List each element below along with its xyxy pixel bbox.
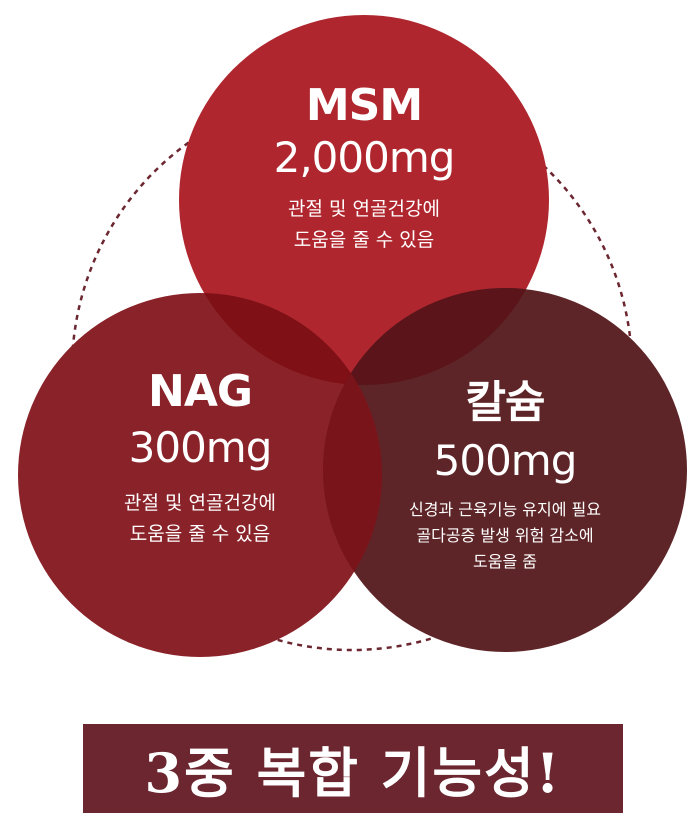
nag-name: NAG (148, 366, 253, 417)
calcium-dose: 500mg (433, 436, 578, 485)
calcium-desc: 신경과 근육기능 유지에 필요 골다공증 발생 위험 감소에 도움을 줌 (355, 497, 655, 575)
triple-function-banner: 3중 복합 기능성! (83, 724, 623, 813)
msm-label: MSM 2,000mg 관절 및 연골건강에 도움을 줄 수 있음 (214, 80, 514, 256)
calcium-name: 칼슘 (465, 377, 546, 428)
calcium-label: 칼슘 500mg 신경과 근육기능 유지에 필요 골다공증 발생 위험 감소에 … (355, 366, 655, 575)
calcium-desc-line: 골다공증 발생 위험 감소에 (416, 526, 594, 545)
msm-desc-line: 도움을 줄 수 있음 (293, 229, 435, 251)
msm-desc: 관절 및 연골건강에 도움을 줄 수 있음 (214, 194, 514, 256)
calcium-desc-line: 도움을 줌 (473, 552, 537, 571)
nag-desc: 관절 및 연골건강에 도움을 줄 수 있음 (50, 488, 350, 550)
calcium-circle (323, 288, 687, 652)
calcium-desc-line: 신경과 근육기능 유지에 필요 (409, 500, 601, 519)
nag-desc-line: 관절 및 연골건강에 (124, 492, 276, 514)
msm-circle (179, 15, 549, 385)
nag-label: NAG 300mg 관절 및 연골건강에 도움을 줄 수 있음 (50, 366, 350, 550)
nag-circle (18, 293, 382, 657)
msm-dose: 2,000mg (273, 133, 456, 182)
nag-dose: 300mg (128, 423, 273, 472)
nag-desc-line: 도움을 줄 수 있음 (129, 523, 271, 545)
msm-name: MSM (305, 80, 423, 131)
msm-desc-line: 관절 및 연골건강에 (288, 198, 440, 220)
